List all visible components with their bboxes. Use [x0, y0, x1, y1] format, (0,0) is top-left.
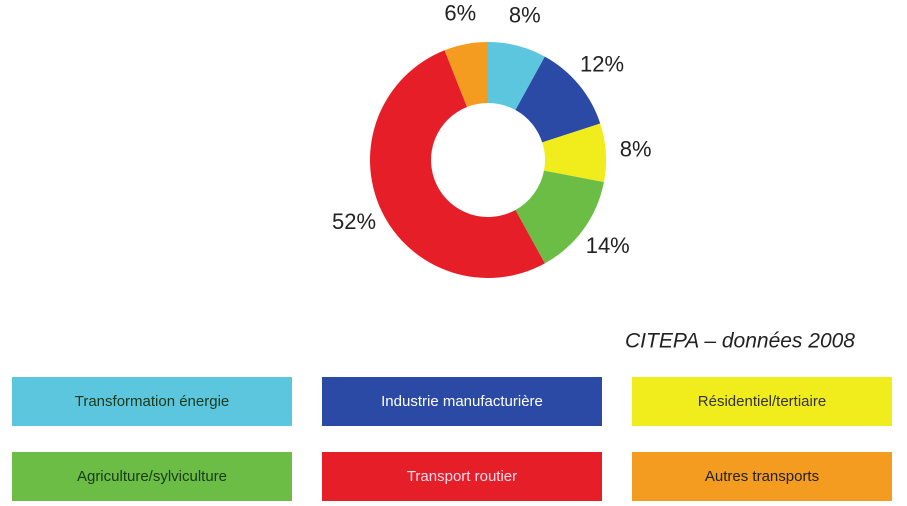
legend-label: Autres transports — [705, 468, 819, 485]
donut-slice — [542, 123, 607, 183]
donut-slice — [488, 42, 545, 111]
donut-slice — [515, 56, 601, 143]
legend-label: Transport routier — [407, 468, 517, 485]
value-label: 52% — [332, 209, 376, 234]
legend-swatch — [12, 452, 292, 501]
donut-slice — [444, 42, 488, 108]
value-label: 14% — [586, 233, 630, 258]
legend-label: Agriculture/sylviculture — [77, 468, 227, 485]
source: CITEPA – données 2008 — [625, 330, 855, 353]
legend-swatch — [12, 377, 292, 426]
legend-swatch — [632, 452, 892, 501]
donut-slice — [515, 170, 604, 264]
legend-swatch — [322, 452, 602, 501]
value-label: 8% — [509, 2, 541, 27]
donut-slice — [369, 50, 545, 279]
legend-label: Résidentiel/tertiaire — [698, 393, 826, 410]
value-label: 8% — [620, 137, 652, 162]
value-label: 6% — [444, 0, 476, 25]
legend-swatch — [632, 377, 892, 426]
legend-label: Industrie manufacturière — [381, 393, 543, 410]
legend-swatch — [322, 377, 602, 426]
legend-label: Transformation énergie — [75, 393, 230, 410]
value-label: 12% — [580, 51, 624, 76]
